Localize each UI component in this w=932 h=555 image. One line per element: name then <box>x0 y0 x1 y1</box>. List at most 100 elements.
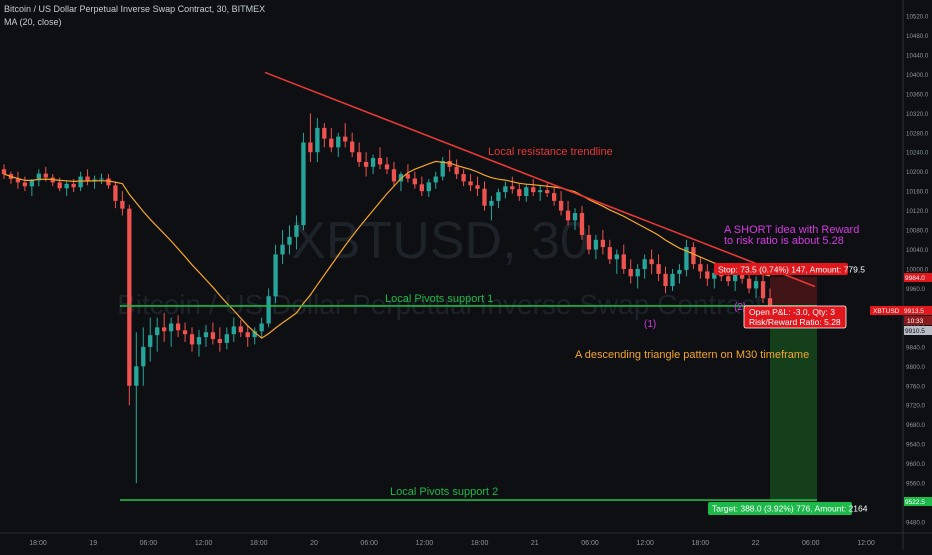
price-tag-last-text: 9913.5 <box>904 308 924 315</box>
candle-body <box>120 200 125 209</box>
stop-label: Stop: 73.5 (0.74%) 147, Amount: 779.5 <box>718 265 865 275</box>
candle-body <box>739 273 745 279</box>
x-tick-label: 20 <box>310 540 318 547</box>
candle-body <box>301 142 306 226</box>
idea-label-1: A SHORT idea with Reward <box>724 224 859 236</box>
x-tick-label: 12:00 <box>636 540 654 547</box>
candle-body <box>113 185 118 201</box>
candle-body <box>621 254 626 269</box>
candle-body <box>545 190 550 194</box>
candle-body <box>294 225 299 237</box>
candle-body <box>482 188 487 206</box>
candle-body <box>398 174 404 182</box>
idea-label-2: to risk ratio is about 5.28 <box>724 235 844 247</box>
candle-body <box>363 161 369 167</box>
ma-line <box>3 160 771 339</box>
x-tick-label: 18:00 <box>250 540 268 547</box>
y-tick-label: 9480.0 <box>906 520 925 527</box>
candle-body <box>531 187 536 193</box>
candle-body <box>377 158 383 165</box>
candle-body <box>266 296 271 324</box>
x-tick-label: 18:00 <box>29 540 47 547</box>
rr-label: Risk/Reward Ratio: 5.28 <box>749 317 841 327</box>
candle-body <box>175 323 181 331</box>
y-tick-label: 9560.0 <box>906 481 925 488</box>
candle-body <box>586 234 592 250</box>
y-tick-label: 9960.0 <box>906 286 925 293</box>
pivot-2-label: (2) <box>734 302 746 313</box>
position-zones <box>770 276 817 502</box>
watermark-ticker: XBTUSD, 30 <box>291 212 589 270</box>
price-tag-countdown: 10:33 <box>904 316 932 325</box>
candle-body <box>224 334 229 343</box>
candle-body <box>656 264 661 274</box>
candle-body <box>572 213 578 221</box>
candle-body <box>461 174 466 182</box>
price-tag-entry-text: 9910.5 <box>905 328 925 335</box>
candle-body <box>760 281 766 299</box>
candle-body <box>412 178 418 185</box>
candle-body <box>426 182 431 192</box>
price-tag-countdown-text: 10:33 <box>907 318 924 325</box>
y-tick-label: 9840.0 <box>906 344 925 351</box>
y-tick-label: 9680.0 <box>906 422 925 429</box>
y-tick-label: 10400.0 <box>906 72 929 79</box>
price-tag-symbol-text: XBTUSD <box>873 308 900 315</box>
resistance-trendline[interactable] <box>264 71 816 288</box>
candle-body <box>356 152 362 162</box>
indicator-title[interactable]: MA (20, close) <box>4 17 62 27</box>
x-tick-label: 06:00 <box>360 540 378 547</box>
candle-body <box>99 178 104 180</box>
y-tick-label: 10360.0 <box>906 91 929 98</box>
candle-body <box>712 272 717 279</box>
pivot-1-label: (1) <box>644 319 656 330</box>
x-tick-label: 18:00 <box>471 540 489 547</box>
stop-box[interactable]: Stop: 73.5 (0.74%) 147, Amount: 779.5 <box>714 263 865 275</box>
candle-body <box>607 247 612 260</box>
support2-label: Local Pivots support 2 <box>390 486 498 498</box>
candle-body <box>391 169 397 182</box>
y-tick-label: 9600.0 <box>906 461 925 468</box>
y-tick-label: 10280.0 <box>906 130 929 137</box>
candle-body <box>238 326 243 333</box>
y-tick-label: 9800.0 <box>906 364 925 371</box>
candle-body <box>315 127 320 153</box>
candle-body <box>746 278 752 289</box>
candle-body <box>489 200 494 206</box>
candle-body <box>538 190 543 193</box>
candle-body <box>141 346 146 367</box>
candle-body <box>684 247 689 270</box>
candle-body <box>510 186 515 190</box>
candle-body <box>155 327 160 336</box>
x-tick-label: 12:00 <box>857 540 875 547</box>
candle-body <box>635 269 640 277</box>
candle-body <box>182 330 188 335</box>
time-axis[interactable]: 18:00 19 06:00 12:00 18:00 20 06:00 12:00 18:00 2… <box>29 540 875 547</box>
pnl-box[interactable]: Open P&L: -3.0, Qty: 3 Risk/Reward Ratio… <box>743 305 847 329</box>
x-tick-label: 12:00 <box>416 540 434 547</box>
candle-body <box>558 200 564 211</box>
candle-body <box>691 247 696 265</box>
candle-body <box>252 331 257 338</box>
candle-body <box>614 254 619 260</box>
pattern-label: A descending triangle pattern on M30 tim… <box>575 349 809 361</box>
price-tag-stop: 9984.0 <box>904 273 932 282</box>
candle-body <box>127 208 132 386</box>
candle-body <box>287 236 292 245</box>
candle-body <box>698 264 703 272</box>
candle-body <box>384 164 390 170</box>
y-tick-label: 10520.0 <box>906 14 929 21</box>
candle-body <box>134 366 139 386</box>
candle-body <box>705 271 710 279</box>
candle-body <box>468 181 473 186</box>
candle-body <box>419 184 424 192</box>
candle-body <box>496 192 501 201</box>
symbol-title[interactable]: Bitcoin / US Dollar Perpetual Inverse Sw… <box>4 4 266 14</box>
x-tick-label: 06:00 <box>802 540 820 547</box>
target-box[interactable]: Target: 388.0 (3.92%) 776, Amount: 2164 <box>708 502 868 515</box>
candle-body <box>475 185 480 189</box>
x-tick-label: 06:00 <box>140 540 158 547</box>
candle-body <box>343 136 348 142</box>
